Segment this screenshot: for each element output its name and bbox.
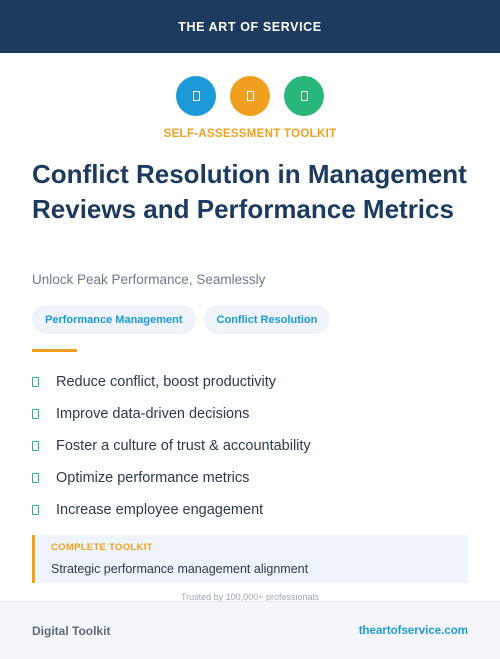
tag-list: Performance Management Conflict Resoluti… [32, 305, 331, 334]
benefit-text: Increase employee engagement [56, 502, 264, 518]
benefit-text: Foster a culture of trust & accountabili… [56, 438, 311, 454]
benefit-list: Reduce conflict, boost productivity Impr… [32, 366, 311, 526]
icon-row [0, 76, 500, 116]
footer: Digital Toolkit theartofservice.com [0, 601, 500, 659]
list-item: Optimize performance metrics [32, 462, 311, 494]
check-icon [32, 473, 39, 483]
check-icon [32, 377, 39, 387]
top-bar: THE ART OF SERVICE [0, 0, 500, 53]
subtitle: Unlock Peak Performance, Seamlessly [32, 272, 266, 287]
benefit-text: Reduce conflict, boost productivity [56, 374, 277, 390]
tag-performance-management: Performance Management [32, 305, 196, 334]
trusted-note: Trusted by 100,000+ professionals [180, 592, 319, 602]
list-item: Increase employee engagement [32, 494, 311, 526]
benefit-text: Improve data-driven decisions [56, 406, 250, 422]
document-icon [284, 76, 324, 116]
website-link[interactable]: theartofservice.com [358, 624, 468, 637]
callout-label: COMPLETE TOOLKIT [51, 542, 153, 553]
check-icon [32, 505, 39, 515]
callout-text: Strategic performance management alignme… [51, 562, 309, 576]
list-item: Improve data-driven decisions [32, 398, 311, 430]
list-item: Reduce conflict, boost productivity [32, 366, 311, 398]
check-icon [32, 441, 39, 451]
list-item: Foster a culture of trust & accountabili… [32, 430, 311, 462]
kicker-label: SELF-ASSESSMENT TOOLKIT [163, 128, 337, 140]
footer-label: Digital Toolkit [32, 623, 111, 638]
brand-name: THE ART OF SERVICE [178, 19, 322, 34]
document-icon [230, 76, 270, 116]
toolkit-callout: COMPLETE TOOLKIT Strategic performance m… [32, 535, 468, 583]
page-title: Conflict Resolution in Management Review… [32, 159, 467, 224]
benefit-text: Optimize performance metrics [56, 470, 250, 486]
check-icon [32, 409, 39, 419]
tag-conflict-resolution: Conflict Resolution [203, 305, 331, 334]
document-icon [176, 76, 216, 116]
accent-divider [32, 349, 77, 352]
